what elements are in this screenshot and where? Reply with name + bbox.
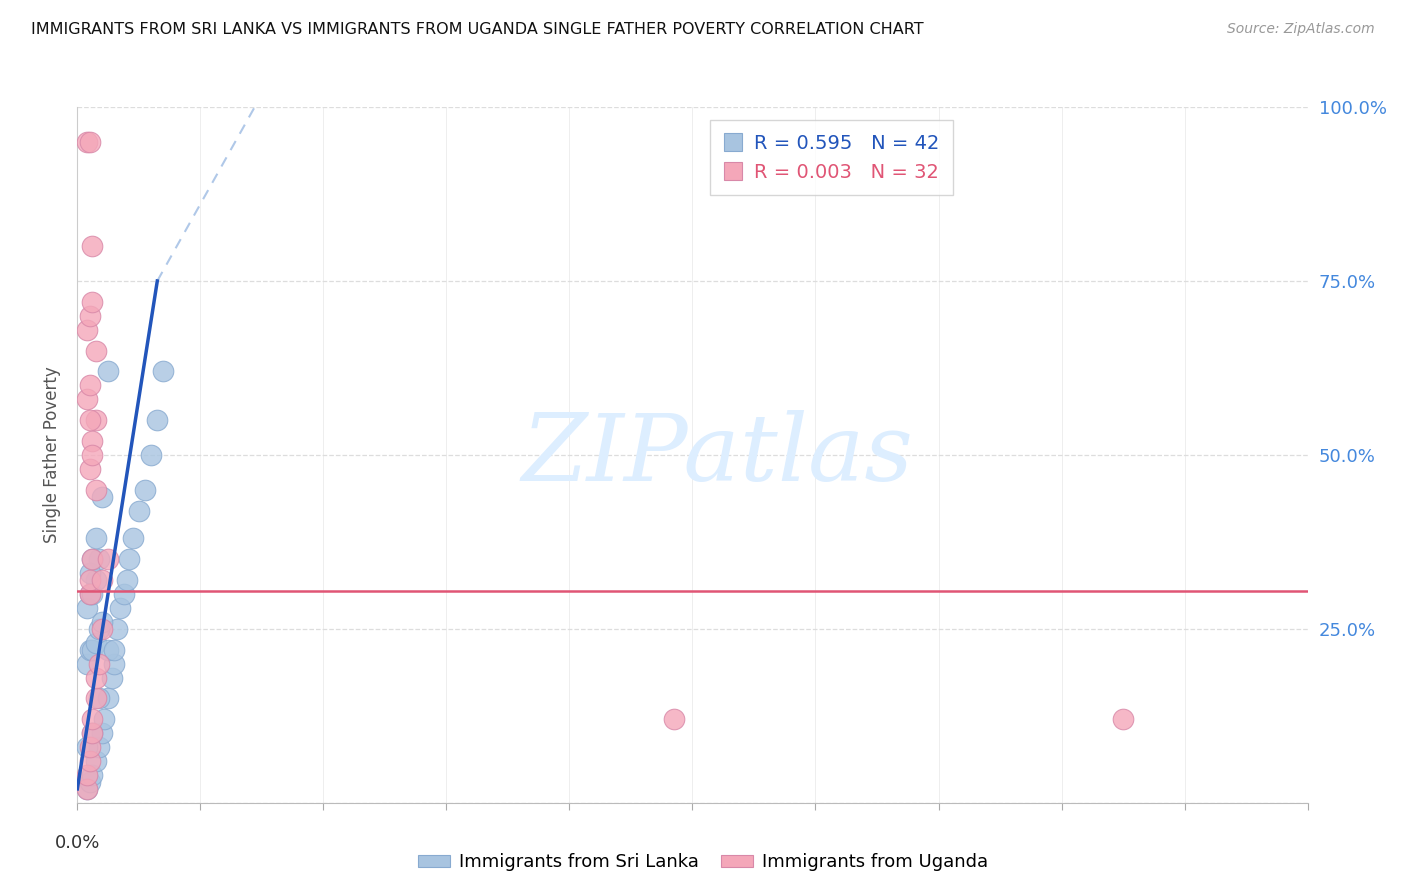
Point [84,754,107,768]
Point [146,413,169,427]
Point [79,309,101,323]
Point [79,378,101,392]
Text: IMMIGRANTS FROM SRI LANKA VS IMMIGRANTS FROM UGANDA SINGLE FATHER POVERTY CORREL: IMMIGRANTS FROM SRI LANKA VS IMMIGRANTS … [31,22,924,37]
Point [90,490,114,504]
Point [84,343,107,358]
Point [141,448,163,462]
Point [76,768,98,782]
Point [110,601,132,615]
Point [89,657,111,671]
Point [76,657,98,671]
Point [84,573,107,587]
Point [82,587,104,601]
Point [89,740,111,755]
Point [128,503,150,517]
Point [76,323,98,337]
Point [112,587,135,601]
Point [115,573,138,587]
Point [84,413,107,427]
Point [82,239,104,253]
Point [84,483,107,497]
Point [82,726,104,740]
Legend: Immigrants from Sri Lanka, Immigrants from Uganda: Immigrants from Sri Lanka, Immigrants fr… [411,847,995,879]
Point [101,671,124,685]
Point [79,775,101,789]
Point [97,364,120,378]
Point [84,691,107,706]
Point [121,532,143,546]
Point [90,726,114,740]
Point [82,552,104,566]
Point [105,622,128,636]
Point [82,712,104,726]
Point [84,671,107,685]
Text: Source: ZipAtlas.com: Source: ZipAtlas.com [1227,22,1375,37]
Y-axis label: Single Father Poverty: Single Father Poverty [44,367,62,543]
Point [103,657,125,671]
Point [76,781,98,796]
Point [82,552,104,566]
Point [152,364,174,378]
Point [79,740,101,755]
Point [97,691,120,706]
Point [134,483,156,497]
Point [76,781,98,796]
Point [76,135,98,149]
Point [89,691,111,706]
Point [662,712,685,726]
Point [82,294,104,309]
Point [79,754,101,768]
Point [79,462,101,476]
Point [76,601,98,615]
Point [79,413,101,427]
Point [93,712,115,726]
Point [79,573,101,587]
Point [84,636,107,650]
Point [79,587,101,601]
Point [89,552,111,566]
Point [89,622,111,636]
Point [79,135,101,149]
Point [82,642,104,657]
Text: ZIPatlas: ZIPatlas [522,410,912,500]
Point [82,726,104,740]
Point [90,622,114,636]
Point [82,768,104,782]
Point [84,532,107,546]
Point [90,615,114,629]
Point [97,642,120,657]
Point [79,642,101,657]
Point [79,566,101,581]
Point [103,642,125,657]
Point [97,552,120,566]
Point [118,552,141,566]
Point [79,587,101,601]
Point [1112,712,1135,726]
Point [76,392,98,407]
Legend: R = 0.595   N = 42, R = 0.003   N = 32: R = 0.595 N = 42, R = 0.003 N = 32 [710,120,953,195]
Point [90,573,114,587]
Text: 0.0%: 0.0% [55,834,100,852]
Point [82,434,104,448]
Point [82,448,104,462]
Point [76,740,98,755]
